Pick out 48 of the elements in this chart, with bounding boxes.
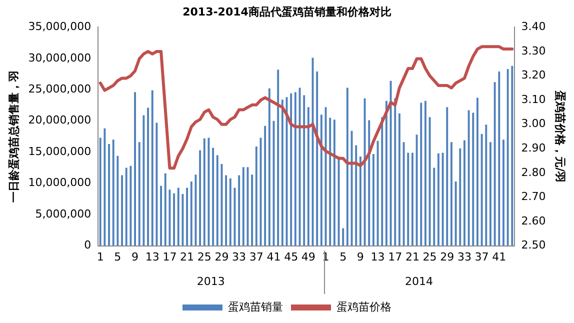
x-tick-label: 17 [388, 250, 402, 264]
x-tick-label: 29 [214, 250, 229, 264]
x-tick-label: 45 [284, 250, 298, 264]
y-tick-label: 5,000,000 [35, 207, 92, 220]
x-tick-label: 41 [266, 250, 281, 264]
y-tick-label: 30,000,000 [28, 51, 92, 64]
chart-title: 2013-2014商品代蛋鸡苗销量和价格对比 [182, 5, 392, 18]
y2-tick-label: 3.40 [521, 20, 546, 34]
text: 2013 [196, 274, 225, 288]
y2-tick-label: 2.70 [521, 190, 546, 204]
x-tick-label: 37 [474, 250, 489, 264]
x-tick-label: 5 [114, 250, 122, 264]
y2-axis-title: 蛋鸡苗价格，元/羽 [554, 89, 567, 183]
y-tick-label: 25,000,000 [28, 82, 92, 96]
legend-label: 蛋鸡苗销量 [228, 300, 283, 314]
y2-tick-label: 2.60 [521, 214, 546, 228]
legend-label: 蛋鸡苗价格 [336, 300, 392, 314]
x-tick-label: 25 [197, 250, 212, 264]
y-tick-label: 10,000,000 [28, 176, 92, 190]
y-axis-title: 一日龄蛋鸡苗总销售量，羽 [7, 70, 20, 202]
x-tick-label: 33 [457, 250, 472, 264]
x-tick-label: 33 [232, 250, 246, 264]
x-tick-label: 21 [180, 250, 194, 264]
x-tick-label: 9 [132, 250, 139, 264]
y-tick-label: 20,000,000 [28, 114, 92, 127]
x-tick-label: 37 [249, 250, 264, 264]
y2-tick-label: 3.10 [521, 92, 546, 106]
y-tick-label: 0 [84, 238, 92, 252]
x-tick-label: 29 [440, 250, 454, 264]
x-tick-label: 5 [340, 250, 347, 264]
x-tick-label: 1 [96, 250, 104, 264]
x-tick-label: 17 [162, 250, 177, 264]
y-tick-label: 35,000,000 [28, 20, 92, 34]
x-tick-label: 13 [145, 250, 160, 264]
y2-tick-label: 2.80 [521, 166, 546, 179]
x-tick-label: 41 [492, 250, 506, 264]
y2-tick-label: 2.90 [521, 142, 546, 155]
y-tick-label: 15,000,000 [28, 144, 92, 158]
y2-tick-label: 3.20 [521, 68, 546, 82]
x-tick-label: 21 [405, 250, 420, 264]
x-tick-label: 49 [301, 250, 316, 264]
y2-tick-label: 3.30 [521, 44, 546, 58]
text: 2014 [404, 274, 433, 288]
y2-tick-label: 2.50 [521, 238, 546, 252]
y2-tick-label: 3.00 [521, 117, 546, 130]
x-tick-label: 13 [370, 250, 385, 264]
x-tick-label: 25 [422, 250, 437, 264]
x-tick-label: 9 [356, 250, 364, 264]
